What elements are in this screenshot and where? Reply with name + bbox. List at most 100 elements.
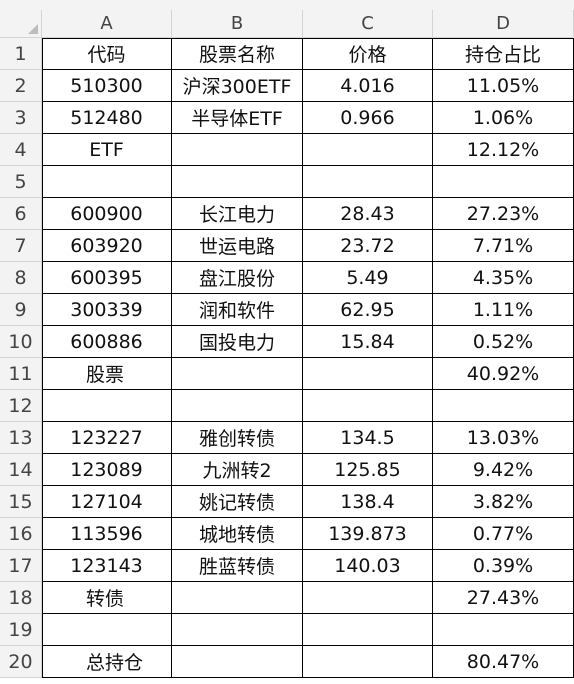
cell-d9[interactable]: 1.11% [433, 294, 574, 326]
cell-c1[interactable]: 价格 [303, 38, 433, 70]
cell-c12[interactable] [303, 390, 433, 422]
cell-d10[interactable]: 0.52% [433, 326, 574, 358]
cell-d2[interactable]: 11.05% [433, 70, 574, 102]
cell-a16[interactable]: 113596 [42, 518, 172, 550]
column-header-b[interactable]: B [172, 10, 303, 38]
cell-b2[interactable]: 沪深300ETF [172, 70, 303, 102]
row-header-14[interactable]: 14 [0, 454, 42, 486]
cell-b16[interactable]: 城地转债 [172, 518, 303, 550]
row-header-4[interactable]: 4 [0, 134, 42, 166]
row-header-1[interactable]: 1 [0, 38, 42, 70]
cell-d1[interactable]: 持仓占比 [433, 38, 574, 70]
cell-a20[interactable]: 总持仓 [42, 646, 172, 678]
cell-d19[interactable] [433, 614, 574, 646]
cell-b9[interactable]: 润和软件 [172, 294, 303, 326]
cell-a12[interactable] [42, 390, 172, 422]
cell-d4[interactable]: 12.12% [433, 134, 574, 166]
cell-c4[interactable] [303, 134, 433, 166]
cell-d12[interactable] [433, 390, 574, 422]
cell-d5[interactable] [433, 166, 574, 198]
column-header-d[interactable]: D [433, 10, 574, 38]
cell-b13[interactable]: 雅创转债 [172, 422, 303, 454]
cell-a2[interactable]: 510300 [42, 70, 172, 102]
column-header-c[interactable]: C [303, 10, 433, 38]
cell-c6[interactable]: 28.43 [303, 198, 433, 230]
cell-a18[interactable]: 转债 [42, 582, 172, 614]
row-header-9[interactable]: 9 [0, 294, 42, 326]
cell-c5[interactable] [303, 166, 433, 198]
cell-b8[interactable]: 盘江股份 [172, 262, 303, 294]
cell-a4[interactable]: ETF [42, 134, 172, 166]
row-header-16[interactable]: 16 [0, 518, 42, 550]
column-header-a[interactable]: A [42, 10, 172, 38]
cell-b11[interactable] [172, 358, 303, 390]
cell-c7[interactable]: 23.72 [303, 230, 433, 262]
cell-d20[interactable]: 80.47% [433, 646, 574, 678]
cell-b5[interactable] [172, 166, 303, 198]
cell-d14[interactable]: 9.42% [433, 454, 574, 486]
cell-d6[interactable]: 27.23% [433, 198, 574, 230]
row-header-6[interactable]: 6 [0, 198, 42, 230]
row-header-11[interactable]: 11 [0, 358, 42, 390]
select-all-corner[interactable] [0, 10, 42, 38]
cell-c10[interactable]: 15.84 [303, 326, 433, 358]
cell-c9[interactable]: 62.95 [303, 294, 433, 326]
row-header-18[interactable]: 18 [0, 582, 42, 614]
cell-a9[interactable]: 300339 [42, 294, 172, 326]
row-header-5[interactable]: 5 [0, 166, 42, 198]
row-header-3[interactable]: 3 [0, 102, 42, 134]
cell-a15[interactable]: 127104 [42, 486, 172, 518]
row-header-12[interactable]: 12 [0, 390, 42, 422]
row-header-19[interactable]: 19 [0, 614, 42, 646]
cell-d8[interactable]: 4.35% [433, 262, 574, 294]
cell-a3[interactable]: 512480 [42, 102, 172, 134]
cell-b1[interactable]: 股票名称 [172, 38, 303, 70]
cell-a8[interactable]: 600395 [42, 262, 172, 294]
cell-a10[interactable]: 600886 [42, 326, 172, 358]
cell-a7[interactable]: 603920 [42, 230, 172, 262]
cell-c2[interactable]: 4.016 [303, 70, 433, 102]
cell-b15[interactable]: 姚记转债 [172, 486, 303, 518]
cell-c3[interactable]: 0.966 [303, 102, 433, 134]
cell-b20[interactable] [172, 646, 303, 678]
cell-d16[interactable]: 0.77% [433, 518, 574, 550]
cell-b17[interactable]: 胜蓝转债 [172, 550, 303, 582]
cell-d15[interactable]: 3.82% [433, 486, 574, 518]
row-header-8[interactable]: 8 [0, 262, 42, 294]
cell-c16[interactable]: 139.873 [303, 518, 433, 550]
cell-c20[interactable] [303, 646, 433, 678]
cell-b14[interactable]: 九洲转2 [172, 454, 303, 486]
cell-c17[interactable]: 140.03 [303, 550, 433, 582]
cell-b4[interactable] [172, 134, 303, 166]
cell-c18[interactable] [303, 582, 433, 614]
cell-c11[interactable] [303, 358, 433, 390]
row-header-15[interactable]: 15 [0, 486, 42, 518]
row-header-17[interactable]: 17 [0, 550, 42, 582]
cell-b19[interactable] [172, 614, 303, 646]
cell-a6[interactable]: 600900 [42, 198, 172, 230]
row-header-13[interactable]: 13 [0, 422, 42, 454]
cell-c14[interactable]: 125.85 [303, 454, 433, 486]
cell-d7[interactable]: 7.71% [433, 230, 574, 262]
row-header-10[interactable]: 10 [0, 326, 42, 358]
cell-d3[interactable]: 1.06% [433, 102, 574, 134]
cell-b18[interactable] [172, 582, 303, 614]
cell-a17[interactable]: 123143 [42, 550, 172, 582]
cell-b7[interactable]: 世运电路 [172, 230, 303, 262]
cell-d18[interactable]: 27.43% [433, 582, 574, 614]
cell-c19[interactable] [303, 614, 433, 646]
row-header-2[interactable]: 2 [0, 70, 42, 102]
cell-a1[interactable]: 代码 [42, 38, 172, 70]
cell-a14[interactable]: 123089 [42, 454, 172, 486]
cell-b6[interactable]: 长江电力 [172, 198, 303, 230]
cell-d11[interactable]: 40.92% [433, 358, 574, 390]
row-header-7[interactable]: 7 [0, 230, 42, 262]
cell-b10[interactable]: 国投电力 [172, 326, 303, 358]
cell-d13[interactable]: 13.03% [433, 422, 574, 454]
cell-b3[interactable]: 半导体ETF [172, 102, 303, 134]
cell-a11[interactable]: 股票 [42, 358, 172, 390]
cell-a5[interactable] [42, 166, 172, 198]
cell-c15[interactable]: 138.4 [303, 486, 433, 518]
cell-c8[interactable]: 5.49 [303, 262, 433, 294]
row-header-20[interactable]: 20 [0, 646, 42, 678]
